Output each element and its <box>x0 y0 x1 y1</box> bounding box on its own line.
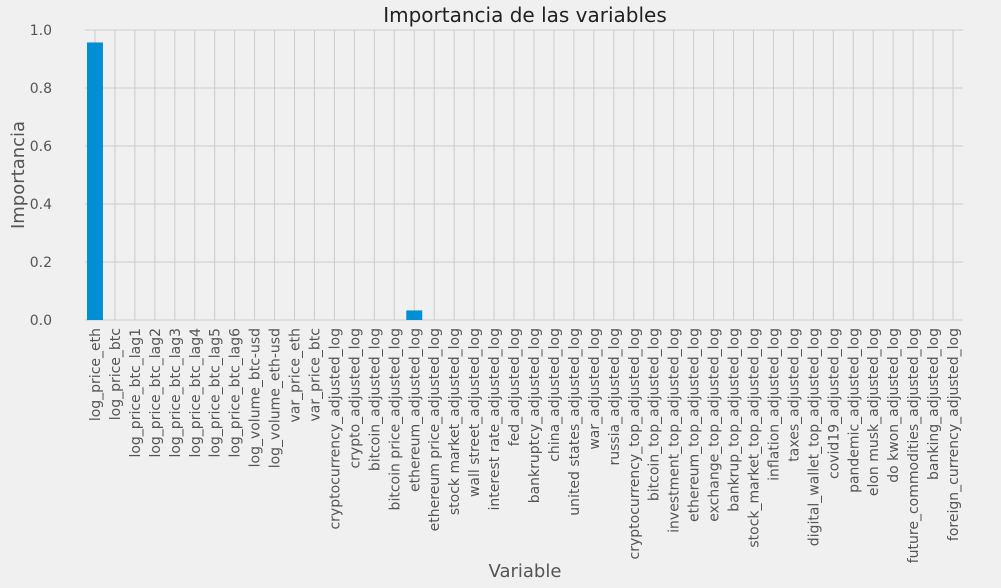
x-tick-label: covid19_adjusted_log <box>826 328 842 479</box>
y-tick-label: 0.4 <box>30 197 52 213</box>
x-tick-label: bankrup_top_adjusted_log <box>727 328 743 512</box>
grid <box>85 29 963 321</box>
y-ticks: 0.0 0.2 0.4 0.6 0.8 1.0 <box>30 23 52 329</box>
x-tick-label: log_price_btc_lag4 <box>188 328 204 458</box>
bar <box>406 310 423 320</box>
chart-title: Importancia de las variables <box>383 3 667 27</box>
x-tick-label: log_price_btc_lag3 <box>168 328 184 458</box>
x-tick-label: elon musk_adjusted_log <box>866 328 882 496</box>
x-tick-label: bitcoin price_adjusted_log <box>387 328 403 510</box>
x-tick-label: united states_adjusted_log <box>567 328 583 516</box>
x-tick-label: banking_adjusted_log <box>926 328 942 480</box>
x-tick-label: cryptocurrency_top_adjusted_log <box>627 328 643 559</box>
x-ticks: log_price_eth log_price_btc log_price_btc_… <box>88 328 962 563</box>
x-tick-label: ethereum price_adjusted_log <box>427 328 443 531</box>
x-tick-label: future_commodities_adjusted_log <box>906 328 922 563</box>
x-tick-label: var_price_btc <box>307 328 323 422</box>
x-tick-label: var_price_eth <box>288 328 304 422</box>
x-tick-label: log_price_btc_lag5 <box>208 328 224 458</box>
x-axis-label: Variable <box>489 561 562 582</box>
x-tick-label: ethereum_top_adjusted_log <box>687 328 703 522</box>
y-tick-label: 0.0 <box>30 313 52 329</box>
x-tick-label: bankruptcy_adjusted_log <box>527 328 543 503</box>
x-tick-label: log_price_btc_lag2 <box>148 328 164 458</box>
x-tick-label: war_adjusted_log <box>587 328 603 450</box>
x-tick-label: stock_market_top_adjusted_log <box>746 328 762 548</box>
x-tick-label: bitcoin_top_adjusted_log <box>647 328 663 501</box>
bar <box>86 42 103 320</box>
x-tick-label: bitcoin_adjusted_log <box>367 328 383 471</box>
x-tick-label: exchange_top_adjusted_log <box>707 328 723 522</box>
x-tick-label: log_price_eth <box>88 328 104 421</box>
x-tick-label: wall street_adjusted_log <box>467 328 483 497</box>
x-tick-label: china_adjusted_log <box>547 328 563 462</box>
y-tick-label: 0.2 <box>30 255 52 271</box>
x-tick-label: ethereum_adjusted_log <box>407 328 423 492</box>
x-tick-label: taxes_adjusted_log <box>786 328 802 462</box>
x-tick-label: log_volume_eth-usd <box>268 328 284 468</box>
x-tick-label: log_price_btc_lag6 <box>228 328 244 458</box>
x-tick-label: cryptocurrency_adjusted_log <box>327 328 343 530</box>
y-axis-label: Importancia <box>8 121 29 229</box>
x-tick-label: pandemic_adjusted_log <box>846 328 862 493</box>
x-tick-label: fed_adjusted_log <box>507 328 523 446</box>
x-tick-label: foreign_currency_adjusted_log <box>946 328 962 541</box>
bars <box>86 42 423 320</box>
x-tick-label: digital_wallet_top_adjusted_log <box>806 328 822 546</box>
x-tick-label: inflation_adjusted_log <box>766 328 782 481</box>
x-tick-label: investment_top_adjusted_log <box>667 328 683 533</box>
x-tick-label: crypto_adjusted_log <box>347 328 363 469</box>
x-tick-label: log_volume_btc-usd <box>248 328 264 467</box>
x-tick-label: log_price_btc <box>108 328 124 420</box>
x-tick-label: log_price_btc_lag1 <box>128 328 144 458</box>
y-tick-label: 0.6 <box>30 139 52 155</box>
x-tick-label: russia_adjusted_log <box>607 328 623 466</box>
x-tick-label: stock market_adjusted_log <box>447 328 463 515</box>
x-tick-label: do kwon_adjusted_log <box>886 328 902 483</box>
y-tick-label: 1.0 <box>30 23 52 39</box>
x-tick-label: interest rate_adjusted_log <box>487 328 503 510</box>
y-tick-label: 0.8 <box>30 81 52 97</box>
